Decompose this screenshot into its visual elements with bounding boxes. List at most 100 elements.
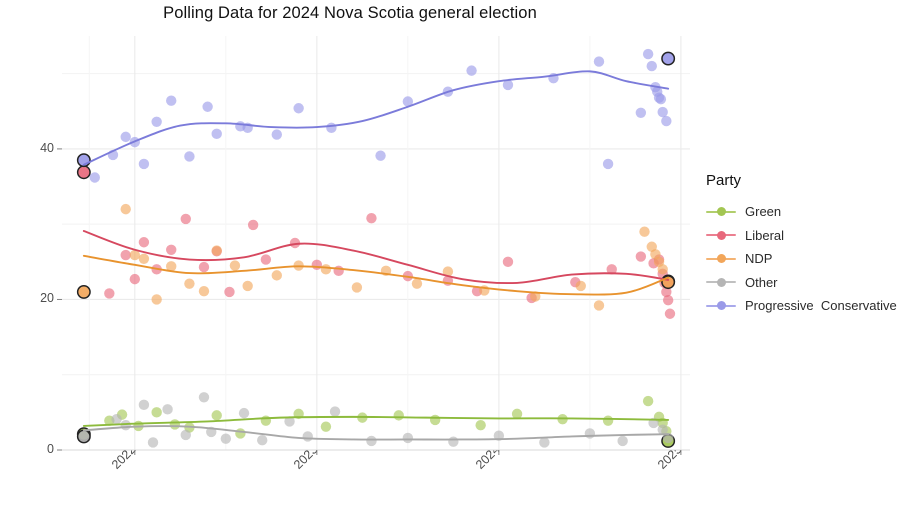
poll-point — [129, 249, 141, 261]
poll-point — [257, 435, 268, 446]
poll-point — [442, 266, 454, 277]
poll-point — [211, 128, 222, 140]
poll-point — [180, 213, 191, 225]
poll-point — [138, 237, 150, 248]
poll-point — [329, 406, 341, 417]
poll-point — [333, 265, 344, 277]
y-tick-label: 40 — [40, 140, 54, 155]
poll-point — [639, 226, 650, 237]
poll-point — [393, 410, 404, 421]
election-result-point — [76, 429, 91, 444]
trend-line-ndp — [82, 254, 670, 296]
chart-title: Polling Data for 2024 Nova Scotia genera… — [163, 4, 537, 22]
poll-point — [198, 285, 210, 297]
poll-point — [238, 407, 250, 419]
poll-point — [138, 399, 150, 411]
poll-point — [366, 435, 377, 447]
legend-swatch-icon — [706, 226, 736, 244]
poll-point — [180, 429, 191, 441]
poll-point — [120, 419, 131, 431]
poll-point — [166, 261, 177, 272]
poll-point — [635, 251, 647, 262]
poll-point — [326, 122, 337, 134]
poll-point — [302, 431, 313, 442]
poll-point — [617, 435, 628, 447]
poll-point — [602, 415, 614, 426]
poll-point — [120, 249, 131, 261]
legend-label: Green — [745, 204, 782, 220]
legend-swatch-icon — [706, 297, 736, 315]
trend-line-other — [82, 425, 670, 441]
trend-line-progressive-conservative — [82, 70, 670, 166]
poll-point — [584, 428, 596, 439]
poll-point — [169, 419, 181, 430]
poll-point — [606, 264, 617, 275]
poll-point — [284, 416, 295, 427]
legend-label: NDP — [745, 251, 773, 267]
poll-point — [662, 295, 674, 306]
plot-panel — [62, 36, 690, 450]
poll-point — [271, 129, 282, 140]
poll-point — [351, 282, 363, 293]
poll-point — [429, 414, 441, 426]
poll-point — [642, 48, 654, 60]
legend-swatch-icon — [706, 273, 736, 291]
poll-point — [147, 437, 159, 448]
poll-point — [120, 203, 131, 215]
poll-point — [271, 270, 282, 281]
poll-point — [593, 56, 605, 67]
poll-point — [220, 433, 232, 444]
y-tick-label: 0 — [47, 442, 54, 456]
poll-point — [657, 424, 668, 435]
poll-point — [260, 254, 272, 265]
poll-point — [642, 395, 654, 407]
poll-point — [475, 419, 486, 431]
poll-point — [151, 294, 162, 305]
poll-point — [247, 219, 259, 231]
poll-point — [655, 94, 667, 105]
poll-point — [229, 260, 241, 271]
poll-point — [293, 103, 304, 114]
poll-point — [530, 291, 541, 302]
trend-lines-layer — [82, 70, 670, 441]
legend-label: Other — [745, 274, 778, 290]
poll-point — [104, 288, 115, 299]
legend-item-ndp[interactable]: NDP — [706, 247, 896, 271]
poll-point — [375, 150, 386, 161]
poll-point — [184, 151, 195, 162]
poll-point — [260, 415, 272, 426]
poll-point — [89, 172, 100, 183]
legend-item-green[interactable]: Green — [706, 200, 896, 224]
poll-point — [593, 300, 605, 311]
poll-point — [662, 432, 674, 444]
poll-point — [311, 259, 323, 271]
poll-point — [664, 308, 676, 319]
poll-point — [211, 410, 222, 421]
poll-point — [224, 286, 235, 298]
poll-point — [661, 115, 672, 127]
trend-line-green — [82, 415, 670, 427]
poll-point — [511, 408, 523, 420]
poll-point — [235, 428, 246, 439]
poll-point — [466, 65, 477, 76]
legend-item-liberal[interactable]: Liberal — [706, 224, 896, 248]
legend-item-other[interactable]: Other — [706, 271, 896, 295]
legend-label: Progressive Conservative — [745, 298, 897, 314]
poll-point — [411, 278, 423, 289]
poll-point — [635, 107, 647, 118]
poll-point — [602, 158, 614, 170]
poll-point — [289, 237, 301, 249]
poll-point — [661, 286, 672, 298]
poll-point — [320, 421, 332, 432]
poll-point — [151, 116, 162, 128]
legend-swatch-icon — [706, 250, 736, 268]
legend-item-progressive-conservative[interactable]: Progressive Conservative — [706, 294, 897, 318]
poll-point — [202, 101, 213, 112]
poll-point — [320, 264, 332, 275]
election-result-point — [76, 284, 91, 299]
y-tick-label: 20 — [40, 291, 54, 306]
poll-point — [539, 437, 550, 448]
poll-point — [448, 436, 459, 447]
